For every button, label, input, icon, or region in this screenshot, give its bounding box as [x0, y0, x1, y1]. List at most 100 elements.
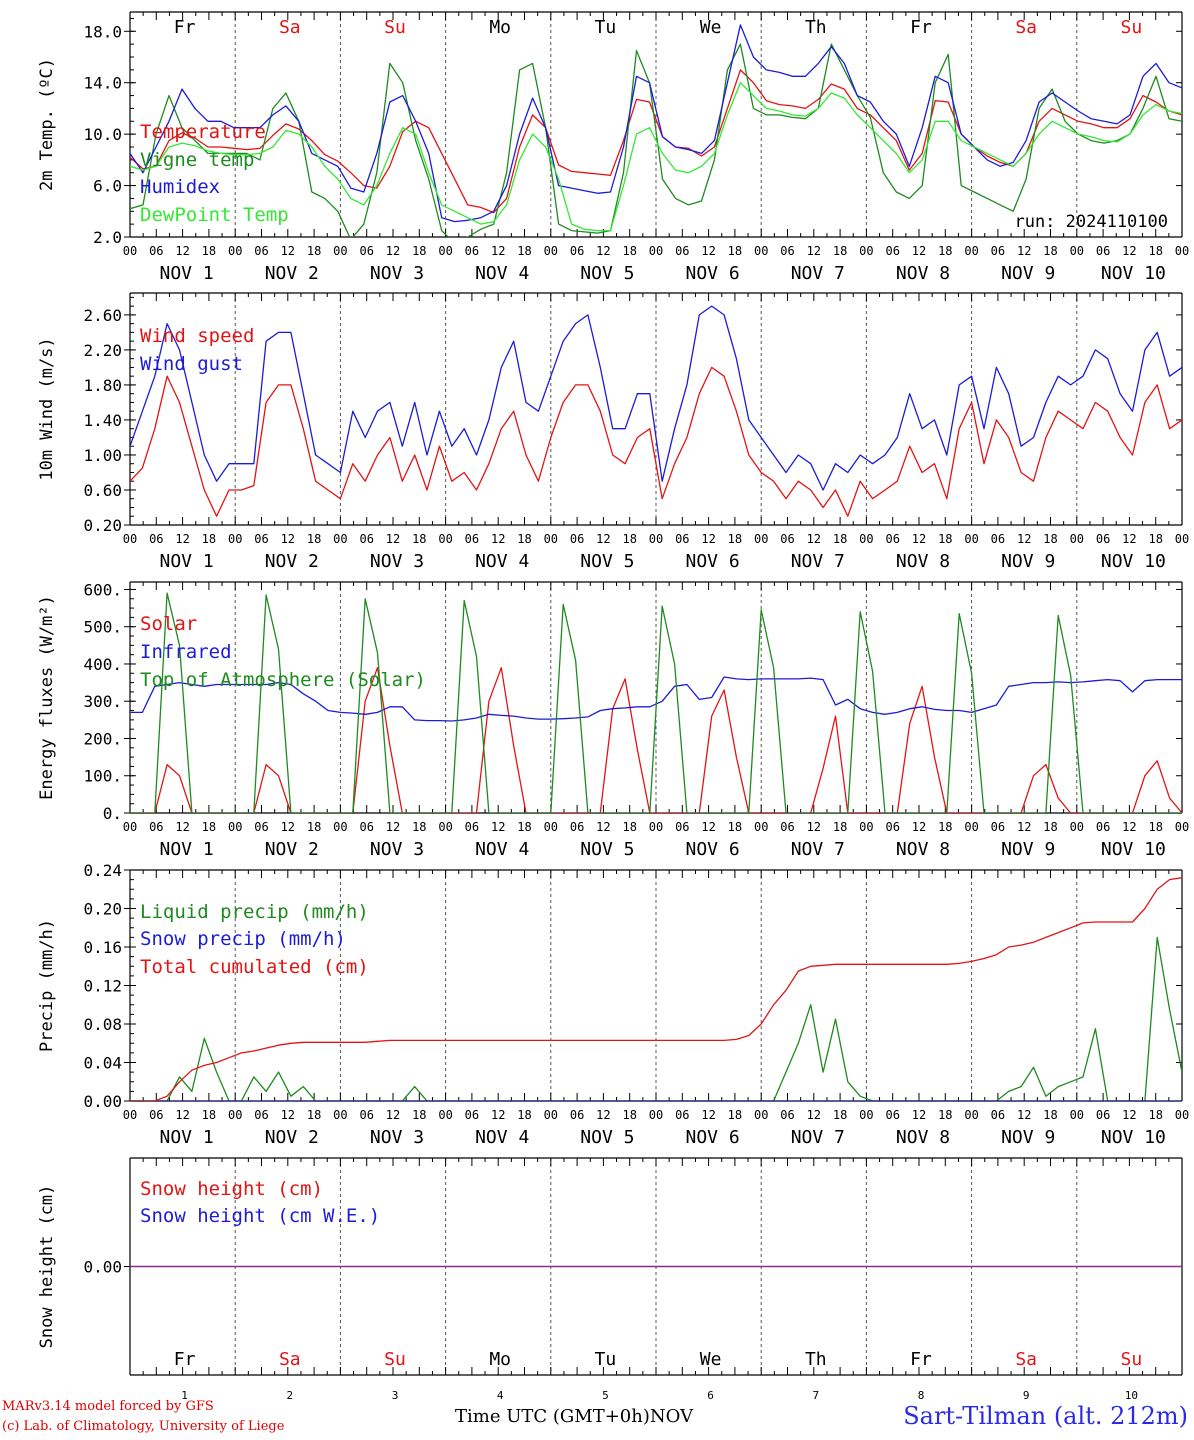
date-label: NOV 3 [370, 263, 424, 284]
y-tick-label: 400. [83, 655, 122, 674]
legend-entry: Vigne temp [140, 149, 254, 171]
y-axis-label: Snow height (cm) [37, 1185, 57, 1349]
hour-tick-label: 00 [123, 820, 137, 834]
hour-tick-label: 18 [1148, 244, 1162, 258]
weekday-label: We [700, 1349, 722, 1370]
legend-entry: Top of Atmosphere (Solar) [140, 669, 426, 691]
hour-tick-label: 06 [359, 244, 373, 258]
date-label: NOV 4 [475, 263, 529, 284]
hour-tick-label: 06 [675, 1108, 689, 1122]
day-number: 9 [1023, 1389, 1030, 1402]
date-label: NOV 3 [370, 551, 424, 572]
hour-tick-label: 18 [1043, 532, 1057, 546]
hour-tick-label: 12 [701, 532, 715, 546]
hour-tick-label: 00 [544, 532, 558, 546]
hour-tick-label: 06 [675, 820, 689, 834]
hour-tick-label: 06 [254, 532, 268, 546]
weekday-label: Mo [489, 17, 511, 38]
hour-tick-label: 06 [991, 820, 1005, 834]
hour-tick-label: 18 [833, 820, 847, 834]
hour-tick-label: 00 [333, 1108, 347, 1122]
y-tick-label: 2.60 [83, 306, 122, 325]
hour-tick-label: 12 [596, 1108, 610, 1122]
y-tick-label: 0.04 [83, 1054, 122, 1073]
weekday-label: Mo [489, 1349, 511, 1370]
weekday-label: Fr [910, 1349, 932, 1370]
model-credit: MARv3.14 model forced by GFS [2, 1399, 214, 1414]
hour-tick-label: 12 [1017, 820, 1031, 834]
hour-tick-label: 12 [701, 820, 715, 834]
hour-tick-label: 06 [570, 244, 584, 258]
hour-tick-label: 00 [1070, 1108, 1084, 1122]
hour-tick-label: 12 [1017, 1108, 1031, 1122]
run-label: run: 2024110100 [1014, 212, 1168, 232]
hour-tick-label: 06 [780, 820, 794, 834]
day-number: 6 [707, 1389, 714, 1402]
hour-tick-label: 00 [228, 532, 242, 546]
hour-tick-label: 12 [1017, 244, 1031, 258]
y-tick-label: 600. [83, 580, 122, 599]
series-group [130, 305, 1182, 517]
y-tick-label: 0.16 [83, 938, 122, 957]
hour-tick-label: 18 [833, 244, 847, 258]
legend-entry: DewPoint Temp [140, 204, 289, 226]
hour-tick-label: 06 [675, 244, 689, 258]
hour-tick-label: 18 [412, 532, 426, 546]
hour-tick-label: 12 [491, 244, 505, 258]
date-label: NOV 9 [1001, 839, 1055, 860]
hour-tick-label: 06 [885, 244, 899, 258]
hour-tick-label: 06 [885, 1108, 899, 1122]
hour-tick-label: 00 [754, 820, 768, 834]
hour-tick-label: 12 [491, 820, 505, 834]
date-label: NOV 2 [265, 263, 319, 284]
y-tick-label: 0.20 [83, 516, 122, 535]
y-tick-label: 2.0 [93, 228, 122, 247]
weekday-label: Sa [279, 17, 301, 38]
day-number: 4 [497, 1389, 504, 1402]
hour-tick-label: 12 [701, 244, 715, 258]
date-label: NOV 6 [686, 551, 740, 572]
date-label: NOV 3 [370, 839, 424, 860]
hour-tick-label: 12 [386, 1108, 400, 1122]
hour-tick-label: 18 [517, 244, 531, 258]
y-tick-label: 14.0 [83, 74, 122, 93]
hour-tick-label: 12 [281, 532, 295, 546]
y-tick-label: 18.0 [83, 22, 122, 41]
weekday-label: Tu [595, 17, 617, 38]
legend-entry: Snow height (cm W.E.) [140, 1205, 380, 1227]
hour-tick-label: 12 [281, 244, 295, 258]
y-axis-label: Energy fluxes (W/m²) [37, 595, 57, 800]
hour-tick-label: 12 [807, 532, 821, 546]
panel-5: 0.00 Snow height (cm) Fr Sa Su Mo Tu We Th Fr Sa Su… [37, 1157, 1183, 1402]
hour-tick-label: 00 [544, 820, 558, 834]
hour-tick-label: 06 [465, 532, 479, 546]
hour-tick-label: 06 [1096, 820, 1110, 834]
panel-2: 0.20 0.60 1.00 1.40 1.80 2.20 2.60 10m Wind (m/… [37, 292, 1189, 572]
hour-tick-label: 18 [728, 1108, 742, 1122]
day-number: 10 [1125, 1389, 1138, 1402]
date-label: NOV 9 [1001, 263, 1055, 284]
hour-tick-label: 18 [517, 820, 531, 834]
hour-tick-label: 00 [754, 532, 768, 546]
hour-tick-label: 06 [1096, 1108, 1110, 1122]
day-number: 3 [392, 1389, 399, 1402]
hour-tick-label: 00 [438, 820, 452, 834]
weekday-label: Fr [174, 1349, 196, 1370]
hour-tick-label: 06 [780, 244, 794, 258]
y-tick-label: 1.80 [83, 376, 122, 395]
hour-tick-label: 18 [517, 1108, 531, 1122]
hour-tick-label: 06 [885, 820, 899, 834]
hour-tick-label: 18 [1043, 1108, 1057, 1122]
y-tick-label: 0.00 [83, 1258, 122, 1277]
hour-tick-label: 00 [228, 820, 242, 834]
hour-tick-label: 00 [228, 1108, 242, 1122]
hour-tick-label: 06 [359, 532, 373, 546]
hour-tick-label: 00 [859, 244, 873, 258]
y-tick-label: 0.08 [83, 1015, 122, 1034]
hour-tick-label: 12 [175, 532, 189, 546]
hour-tick-label: 06 [465, 1108, 479, 1122]
hour-tick-label: 00 [438, 244, 452, 258]
series-line-wind-speed [130, 366, 1182, 517]
date-label: NOV 5 [580, 263, 634, 284]
